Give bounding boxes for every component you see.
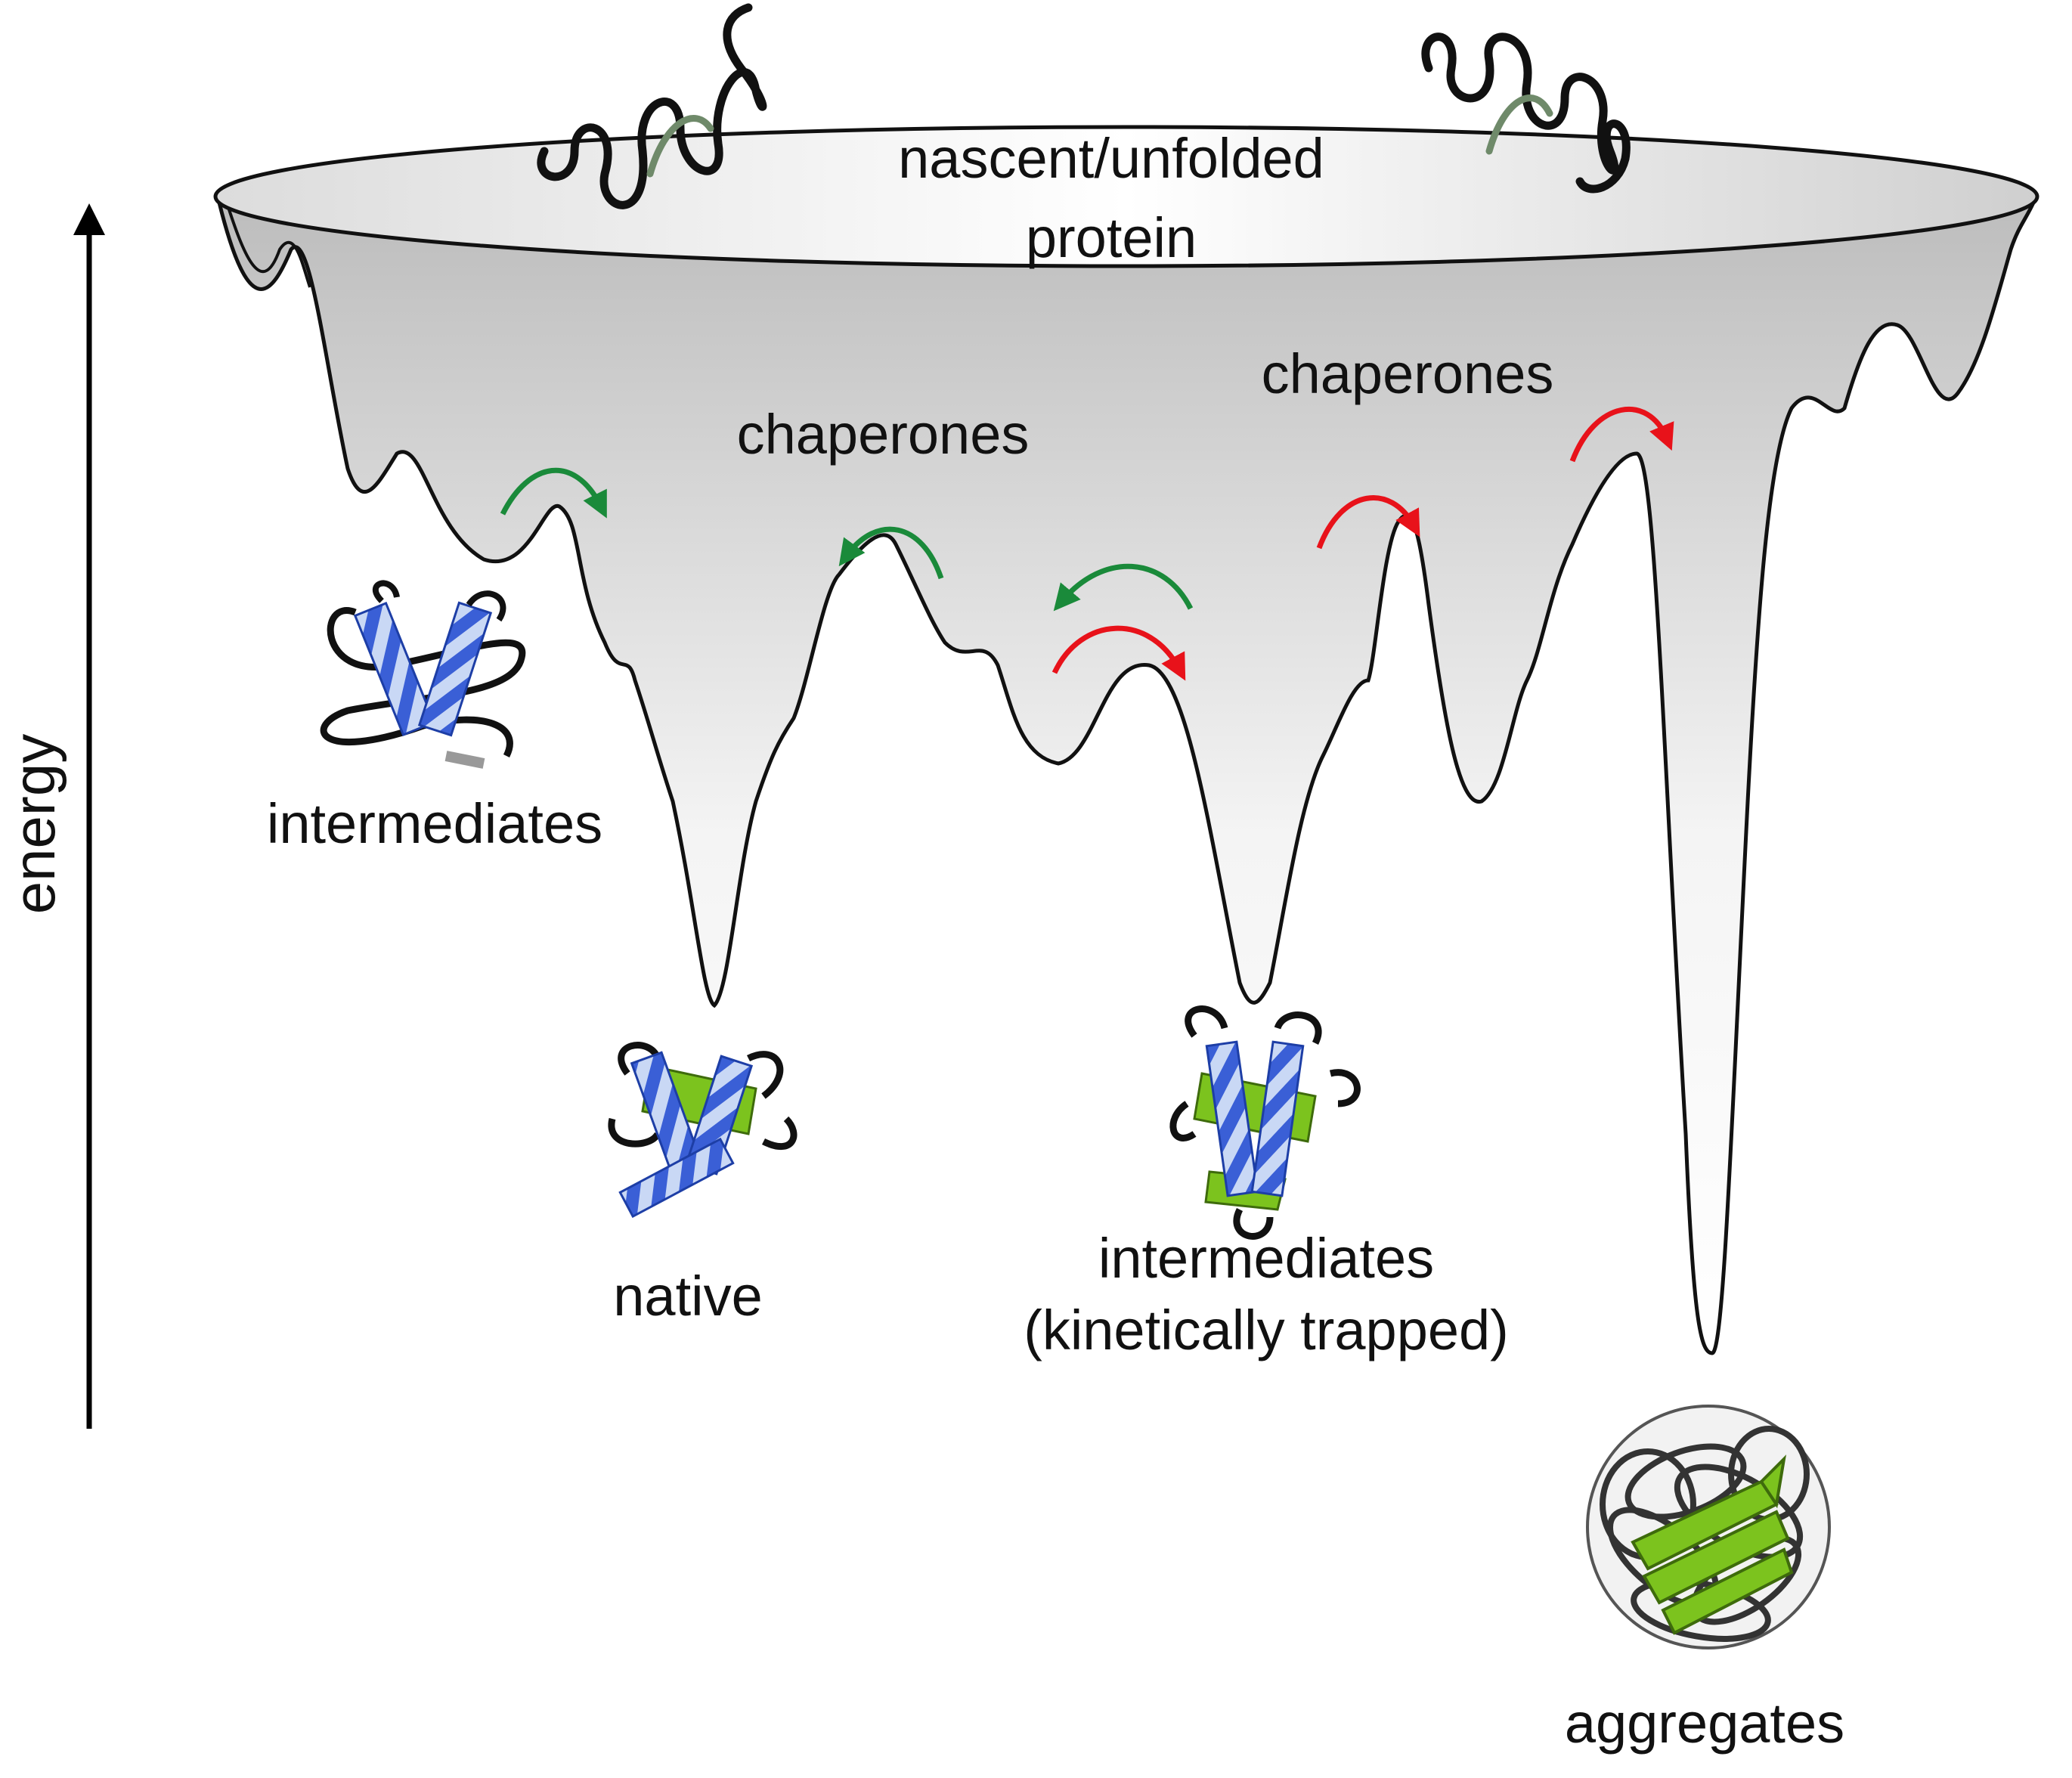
label-aggregates: aggregates [1565,1692,1844,1755]
label-native: native [613,1265,762,1327]
label-chaperones-right: chaperones [1262,342,1554,405]
label-protein: protein [1026,206,1197,269]
label-intermediates: intermediates [267,792,602,855]
label-trapped-intermediates: intermediates [1098,1227,1434,1290]
landscape-left-shoulder [225,202,311,288]
label-energy-axis: energy [1,734,67,915]
label-nascent-unfolded: nascent/unfolded [898,127,1324,190]
intermediate-protein-icon [320,580,526,769]
native-protein-icon [608,1042,798,1219]
aggregate-icon [1586,1405,1831,1649]
chaperone-arrow-red-1 [1051,625,1186,681]
chaperone-arrow-red-2 [1316,495,1420,550]
energy-landscape-curve [216,200,2036,1355]
trapped-intermediate-icon [1169,1005,1361,1240]
chaperone-arrow-red-3 [1569,407,1674,463]
chaperone-arrow-green-1 [500,467,607,519]
chaperone-arrow-green-3 [1053,563,1194,612]
chaperone-arrow-green-2 [838,526,944,580]
unfolded-chain-left-icon [537,3,767,209]
label-chaperones-left: chaperones [737,403,1030,466]
unfolded-chain-right-icon [1421,33,1631,194]
label-kinetically-trapped: (kinetically trapped) [1024,1299,1509,1361]
funnel-rim [213,125,2039,268]
